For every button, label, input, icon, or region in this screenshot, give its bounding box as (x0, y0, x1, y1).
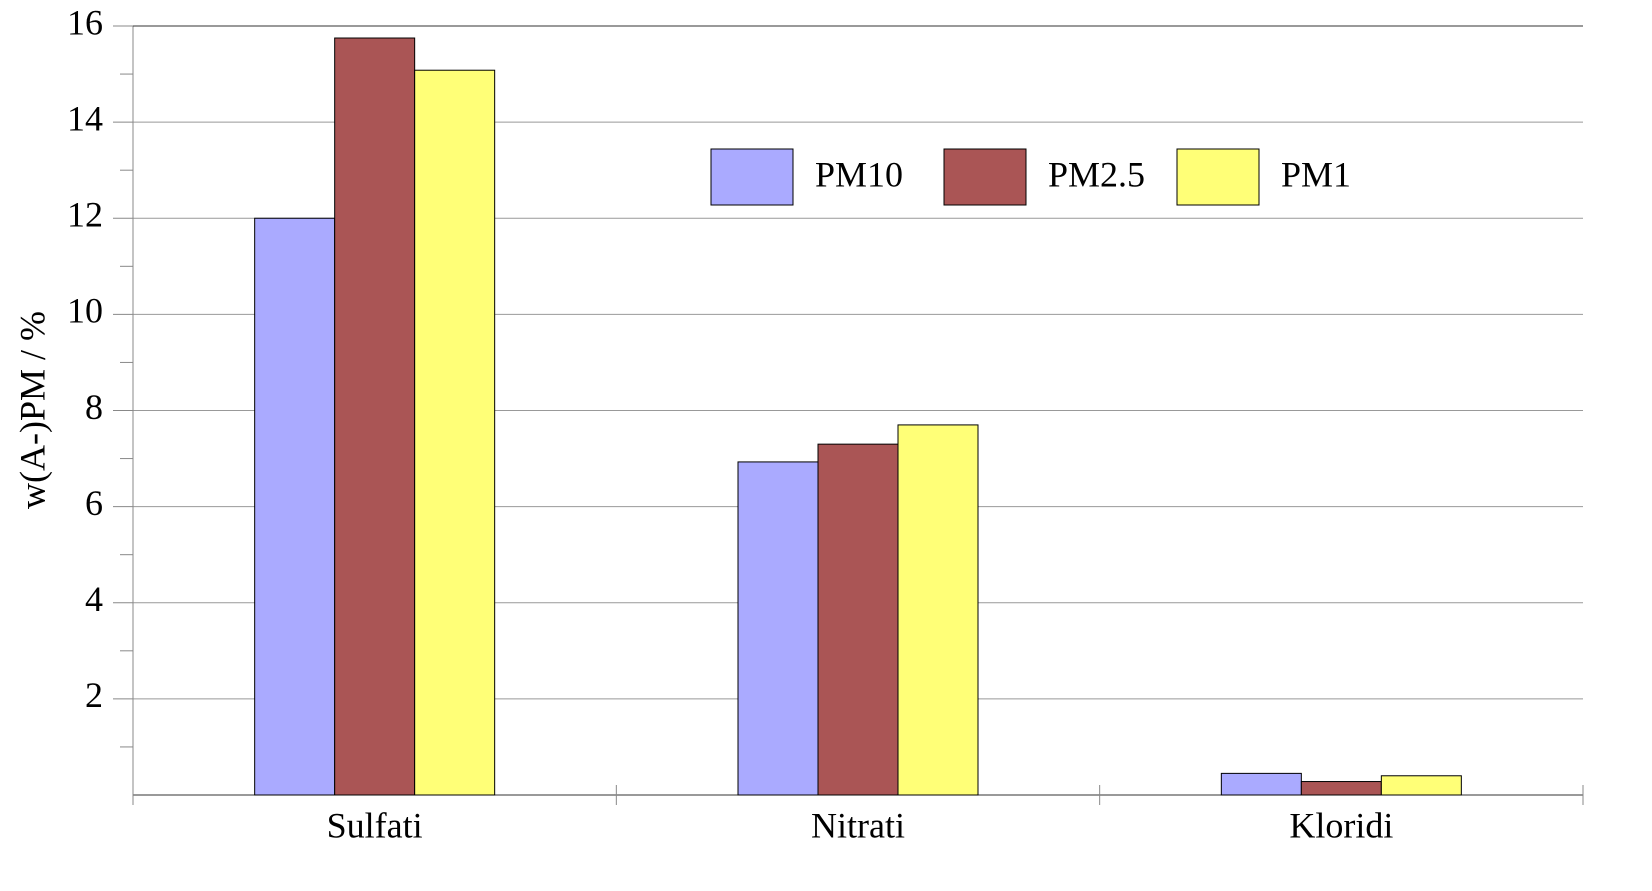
bar (737, 461, 819, 796)
legend-swatch (1176, 148, 1260, 206)
y-tick-label: 16 (67, 2, 103, 42)
bar (414, 69, 496, 796)
bar (1220, 772, 1302, 796)
x-tick-label: Nitrati (811, 805, 905, 845)
legend-swatch (710, 148, 794, 206)
x-tick-label: Sulfati (327, 805, 423, 845)
bar (334, 37, 416, 796)
bar (817, 443, 899, 796)
bar (897, 424, 979, 796)
y-tick-label: 2 (85, 675, 103, 715)
y-tick-label: 12 (67, 195, 103, 235)
y-tick-label: 14 (67, 98, 103, 138)
y-tick-label: 4 (85, 579, 103, 619)
y-tick-label: 8 (85, 387, 103, 427)
x-tick-label: Kloridi (1289, 805, 1393, 845)
bar (1300, 781, 1382, 796)
y-tick-label: 10 (67, 291, 103, 331)
bar (254, 217, 336, 796)
legend-label: PM2.5 (1048, 154, 1145, 194)
legend-label: PM1 (1281, 154, 1351, 194)
y-tick-label: 6 (85, 483, 103, 523)
legend-label: PM10 (815, 154, 903, 194)
legend-swatch (943, 148, 1027, 206)
bar (1380, 775, 1462, 796)
y-axis-label: w(A-)PM / % (12, 311, 52, 509)
